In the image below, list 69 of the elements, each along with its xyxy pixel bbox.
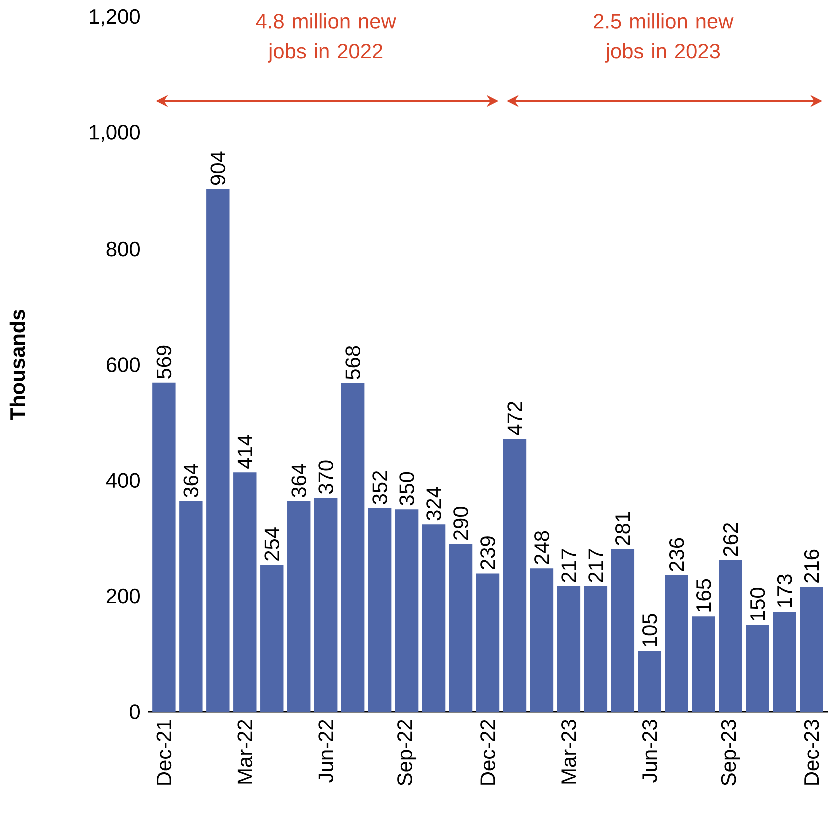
y-tick-label: 0 [130, 704, 140, 720]
data-label: 350 [400, 472, 414, 506]
bar [449, 544, 473, 712]
annotation: 2.5 million new jobs in 2023 [594, 14, 734, 63]
data-label: 262 [723, 523, 738, 556]
y-tick-label: 800 [106, 242, 140, 257]
data-label: 173 [777, 574, 792, 608]
bar [180, 501, 203, 712]
x-tick-label: Jun-23 [642, 720, 658, 783]
bar [395, 510, 419, 712]
data-label: 472 [508, 402, 522, 436]
bar [638, 651, 662, 712]
y-tick-label: 1,000 [90, 125, 140, 142]
bar [288, 501, 311, 712]
data-label: 254 [264, 528, 280, 561]
x-tick-label: Dec-23 [804, 720, 820, 785]
x-tick-label: Mar-23 [562, 720, 576, 784]
bar [341, 384, 365, 712]
bar [557, 586, 581, 712]
data-label: 364 [292, 464, 307, 498]
data-label: 281 [616, 512, 630, 546]
annotation: 4.8 million new jobs in 2022 [256, 14, 396, 63]
bar [530, 568, 554, 712]
bar [611, 549, 635, 712]
bar [260, 565, 284, 712]
y-tick-label: 400 [106, 473, 140, 488]
data-label: 165 [696, 579, 712, 612]
data-label: 414 [238, 435, 252, 469]
x-tick-label: Mar-22 [238, 720, 253, 784]
y-tick-label: 200 [106, 588, 140, 604]
bar [503, 439, 527, 712]
data-label: 904 [210, 152, 226, 186]
data-label: 216 [804, 550, 820, 583]
bar [665, 576, 688, 712]
data-label: 150 [750, 588, 766, 620]
data-label: 569 [156, 346, 172, 379]
bar [584, 586, 608, 712]
bar [719, 560, 742, 712]
data-label: 239 [480, 536, 496, 570]
bar [746, 625, 770, 712]
bar [234, 472, 257, 712]
x-tick-label: Jun-22 [318, 720, 334, 783]
data-label: 105 [642, 614, 658, 646]
data-label: 352 [372, 471, 388, 504]
data-label: 568 [346, 346, 360, 380]
x-tick-label: Sep-23 [721, 720, 740, 786]
data-label: 290 [454, 507, 468, 540]
bar [314, 498, 338, 712]
y-axis-title: Thousands [10, 310, 26, 421]
data-label: 217 [562, 549, 576, 582]
data-label: 364 [184, 464, 199, 498]
bar [152, 382, 176, 712]
y-tick-label: 1,200 [90, 9, 140, 27]
data-label: 236 [669, 538, 684, 572]
bar [476, 574, 500, 712]
bar [368, 508, 392, 712]
x-tick-label: Dec-21 [156, 720, 172, 785]
bar [692, 616, 716, 712]
y-tick-label: 600 [106, 358, 140, 372]
data-label: 217 [588, 549, 604, 582]
data-label: 370 [318, 460, 334, 494]
bar [800, 587, 824, 712]
data-label: 324 [426, 487, 442, 521]
x-tick-label: Dec-22 [480, 720, 496, 785]
bar [773, 612, 796, 712]
bar [206, 189, 230, 712]
x-tick-label: Sep-22 [398, 720, 417, 786]
bar [422, 524, 446, 712]
data-label: 248 [534, 531, 550, 564]
